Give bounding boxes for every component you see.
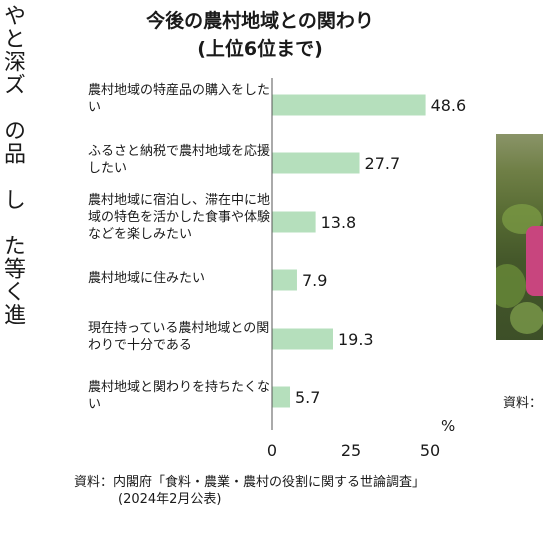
category-label-5: 現在持っている農村地域との関わりで十分である <box>88 321 270 353</box>
bar-1 <box>272 94 426 116</box>
right-source-label: 資料： <box>503 396 543 411</box>
bar-3 <box>272 211 316 233</box>
category-label-1: 農村地域の特産品の購入をしたい <box>88 83 271 115</box>
chart-subtitle: (上位6位まで) <box>197 38 323 60</box>
farm-photo <box>496 134 543 340</box>
category-label-2: ふるさと納税で農村地域を応援したい <box>88 144 271 176</box>
bar-value-label-1: 48.6 <box>431 96 467 115</box>
bar-value-label-5: 19.3 <box>338 330 374 349</box>
chart-title: 今後の農村地域との関わり <box>146 10 374 32</box>
category-label-3: 農村地域に宿泊し、滞在中に地域の特色を活かした食事や体験などを楽しみたい <box>88 193 271 242</box>
source-line-1: 資料：内閣府「食料・農業・農村の役割に関する世論調査」 <box>74 475 426 490</box>
category-label-6: 農村地域と関わりを持ちたくない <box>88 380 271 412</box>
bar-value-label-4: 7.9 <box>302 271 327 290</box>
x-tick-label-3: 50 <box>420 441 440 460</box>
bar-value-label-3: 13.8 <box>321 213 357 232</box>
bar-2 <box>272 152 360 174</box>
bar-5 <box>272 328 333 350</box>
source-note: 資料：内閣府「食料・農業・農村の役割に関する世論調査」 (2024年2月公表) <box>74 474 425 508</box>
source-line-2: (2024年2月公表) <box>118 492 222 507</box>
x-axis-unit: % <box>441 417 455 435</box>
side-body-text: やと深ズ の品 し た等く進 <box>0 4 25 326</box>
x-tick-label-1: 0 <box>267 441 277 460</box>
x-tick-label-2: 25 <box>341 441 361 460</box>
bar-6 <box>272 386 291 408</box>
bar-4 <box>272 269 297 291</box>
bar-value-label-6: 5.7 <box>295 388 320 407</box>
bar-value-label-2: 27.7 <box>365 154 401 173</box>
category-label-4: 農村地域に住みたい <box>88 271 206 286</box>
